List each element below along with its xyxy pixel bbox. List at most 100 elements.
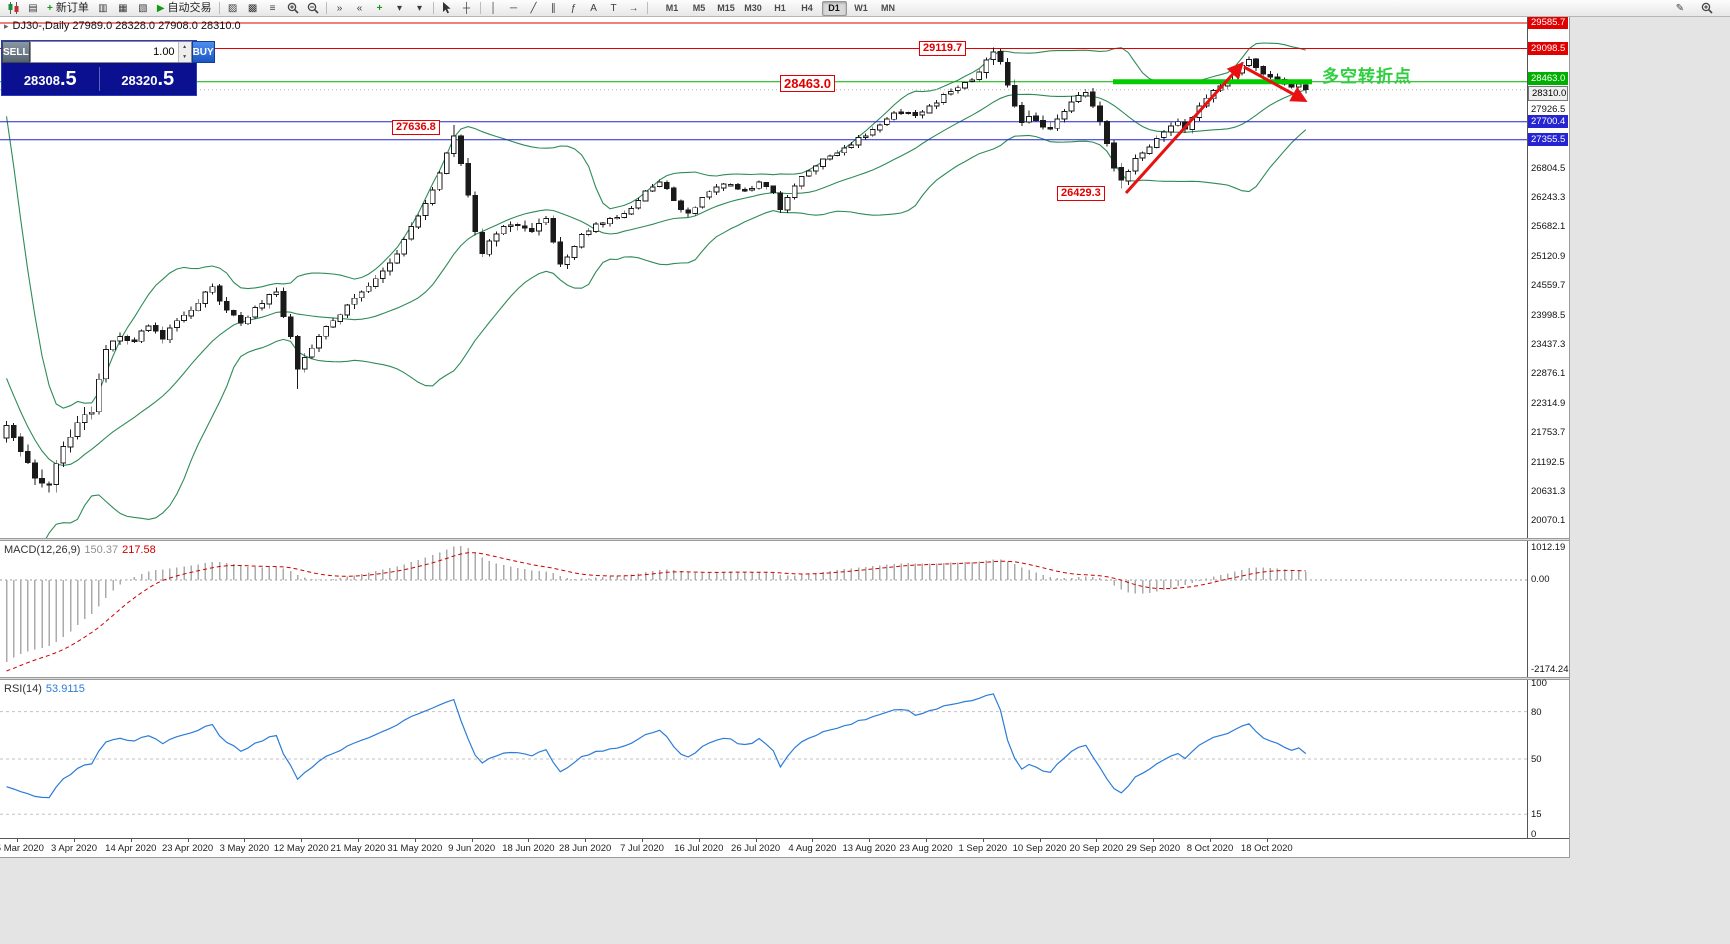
timeframe-d1-button[interactable]: D1 — [821, 0, 847, 16]
price-axis-label: 24559.7 — [1531, 280, 1566, 292]
price-axis[interactable]: 27926.5 26804.5 26243.3 25682.1 25120.9 24559… — [1528, 16, 1569, 840]
navigator-icon[interactable]: ▧ — [138, 2, 148, 14]
price-axis-label: 23998.5 — [1531, 309, 1566, 321]
macd-main-value: 150.37 — [84, 544, 119, 556]
date-label: 9 Jun 2020 — [448, 843, 496, 854]
price-line-label: 29098.5 — [1528, 41, 1568, 55]
market-watch-icon[interactable]: ▥ — [98, 2, 108, 14]
note-annotation[interactable]: 多空转折点 — [1322, 67, 1412, 86]
date-label: 23 Apr 2020 — [161, 843, 214, 854]
text-icon[interactable]: A — [590, 2, 597, 14]
date-tick — [358, 838, 359, 842]
date-tick — [528, 838, 530, 842]
pane-separator[interactable] — [0, 538, 1569, 541]
date-label: 7 Jul 2020 — [620, 843, 664, 854]
sell-button[interactable]: SELL — [2, 41, 30, 63]
indicators-icon[interactable]: + — [376, 2, 383, 14]
price-line-label: 29585.7 — [1528, 16, 1568, 29]
date-label: 18 Jun 2020 — [502, 843, 555, 854]
chart-shift-icon[interactable]: « — [356, 2, 363, 14]
plot-area[interactable]: ▸ DJ30-,Daily 27989.0 28328.0 27908.0 28… — [0, 17, 1527, 857]
tile-windows-icon[interactable]: ▩ — [247, 2, 258, 14]
price-axis-label: 23437.3 — [1531, 338, 1566, 350]
lot-increase-button[interactable]: ▲ — [178, 42, 191, 52]
periods-icon[interactable]: ▾ — [397, 2, 403, 14]
price-annotation[interactable]: 29119.7 — [919, 41, 967, 56]
main-chart-canvas[interactable] — [0, 17, 1527, 538]
timeframe-m15-button[interactable]: M15 — [717, 2, 735, 13]
profiles-icon[interactable]: ▤ — [28, 2, 38, 14]
date-axis[interactable]: 25 Mar 2020 3 Apr 2020 14 Apr 2020 23 Apr 2… — [0, 838, 1569, 857]
rsi-axis-label: 15 — [1531, 809, 1542, 821]
cascade-windows-icon[interactable]: ▨ — [227, 2, 238, 14]
price-line-label: 28310.0 — [1528, 85, 1568, 101]
edit-icon[interactable]: ✎ — [1675, 2, 1685, 14]
trend-arrow[interactable] — [1243, 65, 1308, 102]
auto-scroll-icon[interactable]: » — [336, 2, 343, 14]
price-annotation[interactable]: 28463.0 — [780, 75, 835, 92]
macd-label: MACD(12,26,9) 150.37 217.58 — [4, 544, 156, 556]
timeframe-m30-button[interactable]: M30 — [744, 2, 762, 13]
date-tick — [1039, 838, 1041, 842]
buy-button[interactable]: BUY — [191, 41, 215, 63]
rsi-name: RSI(14) — [4, 683, 42, 695]
arrows-tool-icon[interactable]: → — [628, 2, 639, 14]
timeframe-mn-button[interactable]: MN — [881, 2, 896, 13]
label-icon[interactable]: T — [610, 2, 617, 14]
timeframe-w1-button[interactable]: W1 — [854, 2, 868, 13]
timeframe-m1-button[interactable]: M1 — [665, 2, 679, 13]
rsi-axis-label: 0 — [1531, 829, 1537, 840]
data-window-icon[interactable]: ▦ — [118, 2, 128, 14]
toolbar-separator — [432, 2, 434, 14]
cursor-icon[interactable] — [437, 1, 457, 16]
arrange-icon[interactable]: ≡ — [269, 2, 276, 14]
rsi-label: RSI(14) 53.9115 — [4, 683, 85, 695]
auto-trading-button[interactable]: ▶ 自动交易 — [156, 1, 212, 14]
date-label: 28 Jun 2020 — [559, 843, 612, 854]
buy-price[interactable]: 28320.5 — [100, 68, 197, 91]
lot-decrease-button[interactable]: ▼ — [178, 52, 191, 62]
price-annotation[interactable]: 27636.8 — [392, 120, 440, 135]
price-axis-label: 22876.1 — [1531, 368, 1566, 380]
search-icon[interactable] — [1697, 1, 1717, 16]
crosshair-icon[interactable]: ┼ — [463, 2, 471, 14]
trend-arrow[interactable] — [1124, 61, 1244, 195]
macd-canvas[interactable] — [0, 541, 1527, 677]
date-tick — [17, 838, 19, 842]
rsi-line — [6, 693, 1307, 799]
date-tick — [755, 838, 757, 842]
vertical-line-icon[interactable]: │ — [490, 2, 497, 14]
trendline-icon[interactable]: ╱ — [530, 2, 537, 14]
sell-price[interactable]: 28308.5 — [2, 68, 99, 91]
new-chart-icon[interactable] — [3, 1, 23, 16]
pane-separator[interactable] — [0, 677, 1569, 680]
toolbar-right: ✎ — [1670, 1, 1727, 16]
horizontal-line-icon[interactable]: ─ — [510, 2, 518, 14]
date-tick — [869, 838, 871, 842]
macd-axis-label: 1012.19 — [1531, 542, 1566, 553]
toolbar-separator — [479, 2, 481, 14]
zoom-out-icon[interactable] — [303, 1, 323, 16]
bollinger-band — [5, 89, 1306, 466]
date-axis-border — [0, 838, 1569, 839]
new-order-button[interactable]: + 新订单 — [47, 1, 89, 14]
templates-icon[interactable]: ▾ — [417, 2, 423, 14]
rsi-canvas[interactable] — [0, 680, 1527, 838]
price-axis-label: 21192.5 — [1531, 456, 1565, 468]
date-label: 14 Apr 2020 — [105, 843, 157, 854]
timeframe-h4-button[interactable]: H4 — [801, 2, 813, 13]
fibonacci-icon[interactable]: ƒ — [570, 2, 577, 14]
channel-icon[interactable]: ∥ — [551, 2, 557, 14]
lot-size-field[interactable]: ▲ ▼ — [29, 41, 192, 63]
date-tick — [812, 838, 814, 842]
timeframe-m5-button[interactable]: M5 — [692, 2, 706, 13]
chart-symbol-icon: ▸ — [4, 20, 9, 31]
timeframe-h1-button[interactable]: H1 — [774, 2, 786, 13]
price-annotation[interactable]: 26429.3 — [1057, 186, 1105, 201]
toolbar-items: ▤ + 新订单 ▥ ▦ ▧ ▶ 自动交易 ▨ ▩ ≡ » « + ▾ ▾ ┼ │ ─ ╱ ∥ ƒ A T → — [3, 1, 651, 16]
date-tick — [642, 838, 643, 842]
date-label: 20 Sep 2020 — [1069, 843, 1124, 854]
zoom-in-icon[interactable] — [283, 1, 303, 16]
date-label: 23 Aug 2020 — [899, 843, 953, 854]
lot-size-input[interactable] — [30, 45, 178, 59]
